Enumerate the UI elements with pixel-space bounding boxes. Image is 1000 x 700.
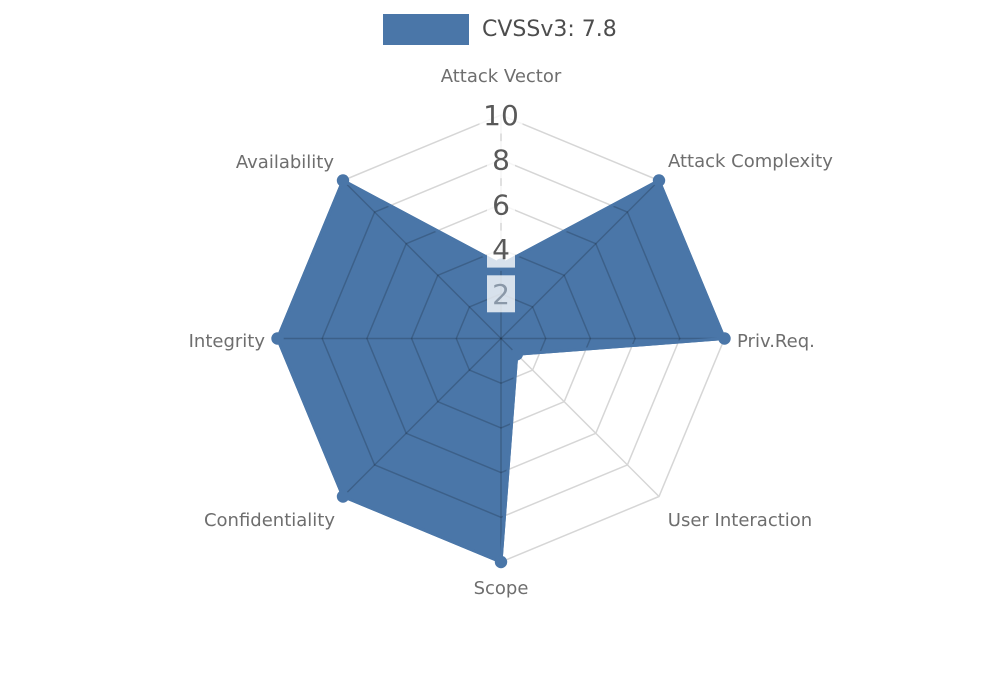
grid-ring xyxy=(366,203,636,474)
legend-label: CVSSv3: 7.8 xyxy=(482,17,617,42)
vertex-marker xyxy=(336,174,350,187)
grid-spoke xyxy=(500,180,660,340)
grid-ring xyxy=(455,292,547,385)
category-label-user-interaction: User Interaction xyxy=(668,510,812,531)
tick-box xyxy=(487,185,515,223)
vertex-marker xyxy=(652,174,666,187)
legend: CVSSv3: 7.8 xyxy=(383,14,617,45)
grid-ring xyxy=(410,248,592,429)
category-label-attack-complexity: Attack Complexity xyxy=(668,151,833,172)
tick-label: 6 xyxy=(492,188,510,221)
vertex-marker xyxy=(494,555,508,569)
tick-box xyxy=(487,230,515,268)
category-label-availability: Availability xyxy=(236,152,334,173)
category-label-integrity: Integrity xyxy=(189,331,266,352)
category-label-priv-req: Priv.Req. xyxy=(737,331,815,352)
tick-box xyxy=(479,96,523,134)
category-label-confidentiality: Confidentiality xyxy=(204,510,335,531)
tick-label: 2 xyxy=(492,278,510,311)
tick-label: 4 xyxy=(492,233,510,266)
vertex-marker xyxy=(718,332,731,345)
vertex-marker xyxy=(271,332,284,345)
vertex-marker xyxy=(336,490,350,503)
category-label-scope: Scope xyxy=(474,578,529,599)
grid-spoke xyxy=(342,337,502,498)
grid-spoke xyxy=(342,180,502,340)
tick-box xyxy=(487,275,515,313)
tick-label: 8 xyxy=(492,144,510,177)
category-label-attack-vector: Attack Vector xyxy=(441,66,562,87)
grid-spoke xyxy=(500,337,660,498)
vertex-marker xyxy=(510,348,523,361)
grid-ring xyxy=(321,180,681,519)
tick-box xyxy=(487,141,515,179)
legend-swatch xyxy=(383,14,469,45)
tick-label: 10 xyxy=(483,99,519,132)
